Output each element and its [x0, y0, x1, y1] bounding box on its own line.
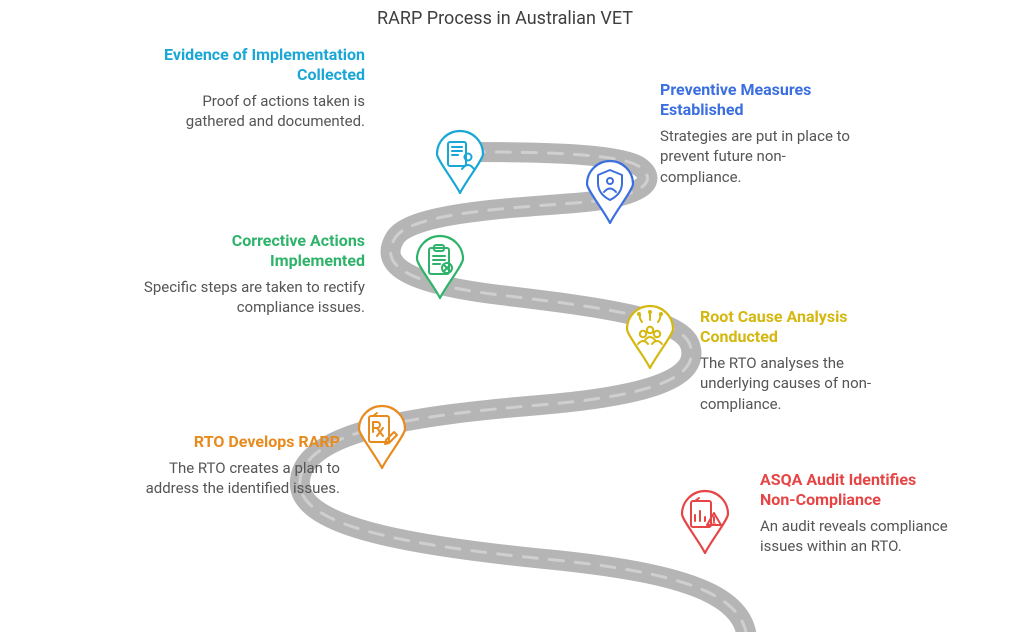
diagram-stage: RARP Process in Australian VET	[0, 0, 1010, 632]
step-corrective-body: Specific steps are taken to rectify comp…	[135, 277, 365, 318]
pin-rootcause	[623, 302, 677, 370]
step-rootcause: Root Cause Analysis Conducted The RTO ana…	[700, 307, 900, 414]
pin-preventive	[583, 157, 637, 225]
step-preventive: Preventive Measures Established Strategie…	[660, 80, 860, 187]
pin-asqa	[678, 487, 732, 555]
step-preventive-title: Preventive Measures Established	[660, 80, 860, 120]
step-evidence-body: Proof of actions taken is gathered and d…	[150, 91, 365, 132]
step-evidence: Evidence of Implementation Collected Proo…	[150, 45, 365, 132]
step-asqa-title: ASQA Audit Identifies Non-Compliance	[760, 470, 950, 510]
step-preventive-body: Strategies are put in place to prevent f…	[660, 126, 860, 187]
step-evidence-title: Evidence of Implementation Collected	[150, 45, 365, 85]
step-rarp-title: RTO Develops RARP	[130, 432, 340, 452]
step-corrective: Corrective Actions Implemented Specific s…	[135, 231, 365, 318]
step-corrective-title: Corrective Actions Implemented	[135, 231, 365, 271]
step-rootcause-body: The RTO analyses the underlying causes o…	[700, 353, 900, 414]
pin-evidence	[433, 127, 487, 195]
step-rarp: RTO Develops RARP The RTO creates a plan …	[130, 432, 340, 499]
pin-corrective	[413, 232, 467, 300]
step-asqa-body: An audit reveals compliance issues withi…	[760, 516, 950, 557]
step-asqa: ASQA Audit Identifies Non-Compliance An a…	[760, 470, 950, 557]
pin-rarp	[355, 402, 409, 470]
step-rootcause-title: Root Cause Analysis Conducted	[700, 307, 900, 347]
step-rarp-body: The RTO creates a plan to address the id…	[130, 458, 340, 499]
